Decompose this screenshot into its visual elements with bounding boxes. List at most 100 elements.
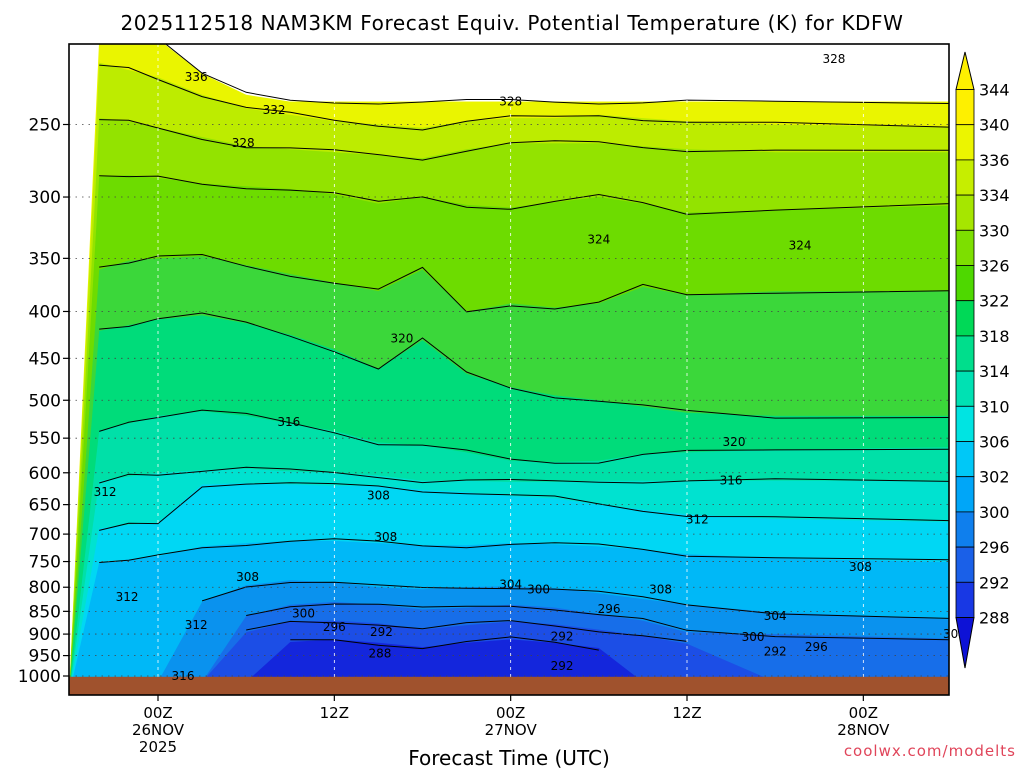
colorbar-label: 292 <box>979 573 1010 592</box>
colorbar-legend: 344 340 336 334 330 326 322 318 314 310 306 302 300 2… <box>955 51 1010 669</box>
contour-label: 296 <box>805 640 828 654</box>
credit-text: coolwx.com/modelts <box>844 742 1016 760</box>
contour-label: 336 <box>185 70 208 84</box>
colorbar-swatch <box>955 441 975 478</box>
colorbar-label: 302 <box>979 468 1010 487</box>
colorbar-swatch <box>955 335 975 372</box>
colorbar-label: 326 <box>979 257 1010 276</box>
colorbar-label: 336 <box>979 151 1010 170</box>
contour-318 <box>99 312 949 419</box>
contour-label: 300 <box>527 583 550 597</box>
y-tick-label: 700 <box>29 525 61 545</box>
x-tick-label: 28NOV <box>837 721 890 739</box>
y-axis-pressure: 250 300 350 400 450 500 550 600 650 700 750 800 850 9… <box>18 116 69 687</box>
colorbar-label: 310 <box>979 397 1010 416</box>
theta-fill-layers <box>69 44 949 695</box>
colorbar-bottom-arrow <box>955 617 975 669</box>
x-tick-label: 2025 <box>139 738 177 756</box>
x-tick-label: 00Z <box>496 704 525 722</box>
colorbar-swatch <box>955 229 975 266</box>
contour-315 <box>99 409 949 464</box>
x-tick-label: 00Z <box>849 704 878 722</box>
colorbar-label: 340 <box>979 116 1010 135</box>
colorbar-label: 306 <box>979 433 1010 452</box>
ground-surface <box>69 676 949 695</box>
contour-label: 316 <box>172 669 195 683</box>
contour-333 <box>99 64 949 131</box>
colorbar-swatch <box>955 476 975 513</box>
contour-label: 300 <box>292 607 315 621</box>
y-tick-label: 500 <box>29 391 61 411</box>
colorbar-swatch <box>955 511 975 548</box>
plot-area <box>69 44 949 695</box>
x-tick-label: 27NOV <box>485 721 538 739</box>
contour-label: 288 <box>368 647 391 661</box>
contour-328 <box>99 119 949 161</box>
contour-label: 308 <box>236 570 259 584</box>
contour-label: 300 <box>742 630 765 644</box>
y-tick-label: 350 <box>29 249 61 269</box>
contour-label: 292 <box>551 629 574 643</box>
contour-308 <box>99 482 949 531</box>
contour-label: 308 <box>374 530 397 544</box>
contour-322 <box>99 253 949 313</box>
y-tick-label: 800 <box>29 578 61 598</box>
colorbar-swatch <box>955 265 975 302</box>
x-tick-label: 12Z <box>320 704 349 722</box>
contour-label: 312 <box>116 590 139 604</box>
contour-label: 296 <box>598 602 621 616</box>
contour-label: 296 <box>323 620 346 634</box>
colorbar-top-arrow <box>955 51 975 90</box>
colorbar-label: 296 <box>979 538 1010 557</box>
y-tick-label: 950 <box>29 647 61 667</box>
contour-302 <box>201 581 949 619</box>
contour-label: 328 <box>822 52 845 66</box>
y-tick-label: 250 <box>29 116 61 136</box>
contour-325 <box>99 175 949 215</box>
colorbar-label: 344 <box>979 81 1010 100</box>
contour-label: 324 <box>587 233 610 247</box>
contour-label: 316 <box>720 474 743 488</box>
colorbar-swatch <box>955 89 975 126</box>
contour-label: 332 <box>263 103 286 117</box>
colorbar-label: 322 <box>979 292 1010 311</box>
y-tick-label: 300 <box>29 188 61 208</box>
contour-label: 316 <box>277 415 300 429</box>
contour-305 <box>99 538 949 563</box>
colorbar-label: 300 <box>979 503 1010 522</box>
y-tick-label: 900 <box>29 625 61 645</box>
contour-label: 308 <box>367 488 390 502</box>
contour-295 <box>246 620 688 642</box>
colorbar-label: 330 <box>979 221 1010 240</box>
y-tick-label: 450 <box>29 349 61 369</box>
contour-label: 324 <box>789 239 812 253</box>
contour-label: 292 <box>370 625 393 639</box>
y-tick-label: 600 <box>29 464 61 484</box>
colorbar-label: 288 <box>979 609 1010 628</box>
chart-title: 2025112518 NAM3KM Forecast Equiv. Potent… <box>120 11 903 35</box>
y-tick-label: 750 <box>29 553 61 573</box>
x-tick-label: 12Z <box>672 704 701 722</box>
x-axis-label: Forecast Time (UTC) <box>408 746 610 768</box>
y-tick-label: 400 <box>29 303 61 323</box>
contour-label: 312 <box>94 485 117 499</box>
colorbar-swatch <box>955 581 975 618</box>
contour-label: 312 <box>185 618 208 632</box>
y-tick-label: 850 <box>29 602 61 622</box>
colorbar-swatch <box>955 546 975 583</box>
colorbar-swatch <box>955 194 975 231</box>
colorbar-label: 334 <box>979 186 1010 205</box>
colorbar-swatch <box>955 159 975 196</box>
contour-label: 304 <box>499 578 522 592</box>
colorbar-swatch <box>955 124 975 161</box>
y-tick-label: 650 <box>29 496 61 516</box>
colorbar-label: 318 <box>979 327 1010 346</box>
contour-label: 304 <box>764 609 787 623</box>
x-tick-label: 26NOV <box>132 721 185 739</box>
colorbar-swatch <box>955 370 975 407</box>
colorbar-swatch <box>955 300 975 337</box>
contour-290 <box>290 636 599 651</box>
contour-label: 328 <box>499 95 522 109</box>
